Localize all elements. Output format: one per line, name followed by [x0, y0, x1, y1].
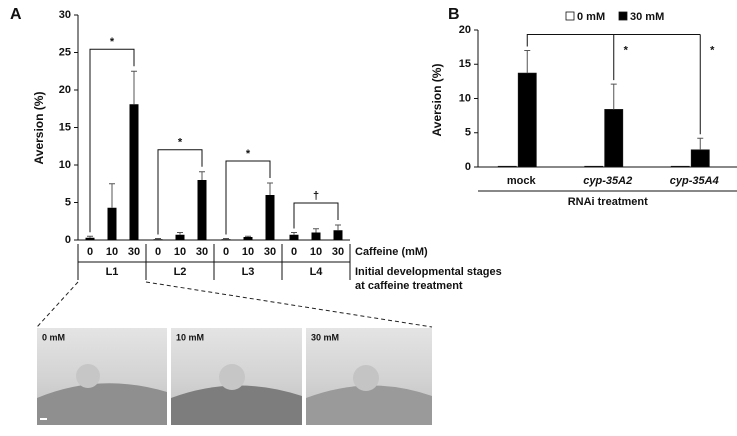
- significance-label: *: [246, 148, 251, 160]
- x-tick-label: 30: [128, 246, 140, 258]
- legend-swatch: [618, 11, 628, 21]
- y-tick-label: 0: [65, 234, 71, 246]
- photo-strip: 0 mM 10 mM 30 mM: [36, 281, 433, 425]
- error-bar: [87, 235, 93, 238]
- significance-bracket: [293, 202, 339, 229]
- error-bar: [177, 232, 183, 235]
- x-tick-label: mock: [507, 175, 537, 187]
- error-bar: [223, 238, 229, 240]
- zoom-line: [145, 281, 433, 328]
- x-axis-label: RNAi treatment: [568, 196, 648, 208]
- bar: [265, 195, 275, 240]
- photo-label: 10 mM: [176, 332, 204, 342]
- panel-letter: B: [448, 6, 460, 23]
- x-tick-label: 0: [87, 246, 93, 258]
- significance-label: *: [178, 137, 183, 149]
- x-axis-label: Caffeine (mM): [355, 246, 428, 258]
- bar: [670, 165, 690, 168]
- y-tick-label: 15: [459, 58, 471, 70]
- error-bar: [131, 70, 137, 105]
- x-tick-label: 0: [291, 246, 297, 258]
- group-axis-label: at caffeine treatment: [355, 280, 463, 292]
- significance-label: *: [624, 44, 629, 56]
- y-tick-label: 15: [59, 121, 71, 133]
- photo: [171, 328, 302, 425]
- x-tick-label: 10: [242, 246, 254, 258]
- error-bar: [267, 182, 273, 195]
- significance-bracket: [89, 48, 135, 233]
- significance-bracket: [225, 160, 271, 235]
- significance-bracket: [526, 34, 701, 135]
- y-tick-label: 20: [59, 84, 71, 96]
- significance-label: *: [110, 36, 115, 48]
- photo-label: 30 mM: [311, 332, 339, 342]
- y-axis-label: Aversion (%): [430, 64, 444, 137]
- bar: [497, 165, 517, 168]
- group-label: L2: [174, 266, 187, 278]
- bar: [289, 234, 299, 240]
- bar: [690, 149, 710, 168]
- error-bar: [109, 183, 115, 208]
- bar: [107, 207, 117, 240]
- zoom-line: [36, 281, 79, 328]
- y-tick-label: 20: [459, 24, 471, 36]
- x-tick-label: 10: [106, 246, 118, 258]
- group-axis-label: Initial developmental stages: [355, 266, 502, 278]
- significance-bracket: [157, 149, 203, 235]
- y-tick-label: 5: [65, 196, 71, 208]
- group-label: L3: [242, 266, 255, 278]
- photo: [37, 328, 167, 425]
- bar: [175, 234, 185, 240]
- bar: [311, 232, 321, 240]
- panel-letter: A: [10, 6, 22, 23]
- error-bar: [313, 228, 319, 233]
- bar: [197, 180, 207, 240]
- y-axis-label: Aversion (%): [32, 92, 46, 165]
- error-bar: [524, 50, 531, 74]
- significance-label: *: [710, 44, 715, 56]
- bar: [517, 72, 537, 168]
- x-tick-label: 0: [155, 246, 161, 258]
- legend-swatch: [565, 11, 575, 21]
- y-tick-label: 5: [465, 127, 471, 139]
- group-label: L1: [106, 266, 119, 278]
- bar: [584, 165, 604, 168]
- x-tick-label: 30: [264, 246, 276, 258]
- group-label: L4: [310, 266, 324, 278]
- y-tick-label: 30: [59, 9, 71, 21]
- x-tick-label: 10: [174, 246, 186, 258]
- bar: [333, 230, 343, 240]
- bar: [221, 239, 231, 240]
- x-tick-label: 30: [332, 246, 344, 258]
- x-tick-label: cyp-35A2: [583, 175, 632, 187]
- legend-label: 0 mM: [577, 11, 605, 23]
- error-bar: [155, 238, 161, 240]
- error-bar: [610, 83, 617, 110]
- error-bar: [697, 137, 704, 150]
- legend-label: 30 mM: [630, 11, 664, 23]
- x-tick-label: 0: [223, 246, 229, 258]
- x-tick-label: 10: [310, 246, 322, 258]
- photo: [306, 328, 432, 425]
- significance-label: †: [313, 190, 319, 202]
- y-tick-label: 10: [459, 92, 471, 104]
- x-tick-label: cyp-35A4: [670, 175, 719, 187]
- bar: [243, 237, 253, 240]
- error-bar: [245, 235, 251, 237]
- bar: [153, 239, 163, 240]
- y-tick-label: 0: [465, 161, 471, 173]
- bar: [604, 109, 624, 168]
- y-tick-label: 25: [59, 46, 71, 58]
- error-bar: [335, 224, 341, 231]
- bar: [129, 104, 139, 240]
- photo-label: 0 mM: [42, 332, 65, 342]
- bar: [85, 237, 95, 240]
- error-bar: [291, 232, 297, 235]
- y-tick-label: 10: [59, 159, 71, 171]
- error-bar: [199, 171, 205, 180]
- x-tick-label: 30: [196, 246, 208, 258]
